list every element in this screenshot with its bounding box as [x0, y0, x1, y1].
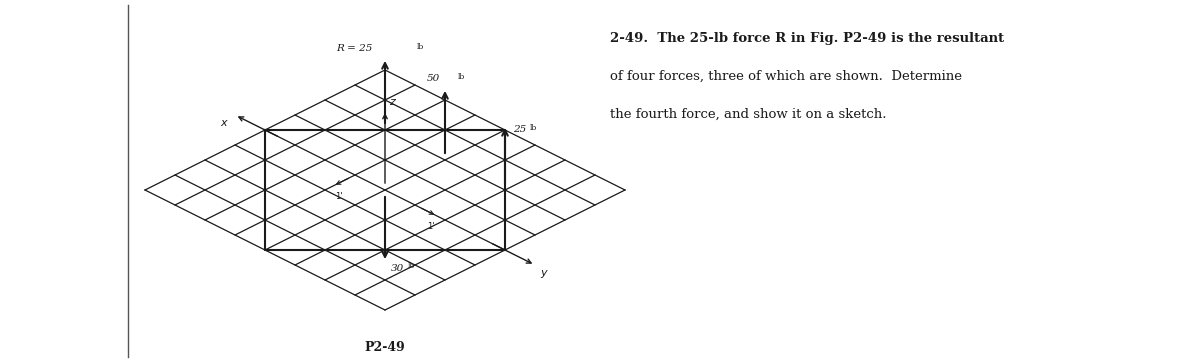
- Text: lb: lb: [418, 43, 425, 51]
- Text: lb: lb: [408, 262, 415, 270]
- Text: 2-49.  The 25-lb force R in Fig. P2-49 is the resultant: 2-49. The 25-lb force R in Fig. P2-49 is…: [610, 32, 1004, 45]
- Text: the fourth force, and show it on a sketch.: the fourth force, and show it on a sketc…: [610, 108, 887, 121]
- Text: 30: 30: [391, 264, 404, 273]
- Text: 25: 25: [514, 126, 527, 135]
- Text: lb: lb: [530, 124, 538, 132]
- Text: 50: 50: [427, 74, 440, 83]
- Text: R = 25: R = 25: [337, 44, 373, 53]
- Text: y: y: [540, 268, 547, 278]
- Text: 1': 1': [427, 222, 434, 231]
- Text: of four forces, three of which are shown.  Determine: of four forces, three of which are shown…: [610, 70, 962, 83]
- Text: x: x: [221, 118, 227, 128]
- Text: P2-49: P2-49: [365, 341, 406, 354]
- Text: lb: lb: [458, 73, 466, 81]
- Text: 1': 1': [335, 192, 343, 201]
- Text: z: z: [389, 97, 395, 107]
